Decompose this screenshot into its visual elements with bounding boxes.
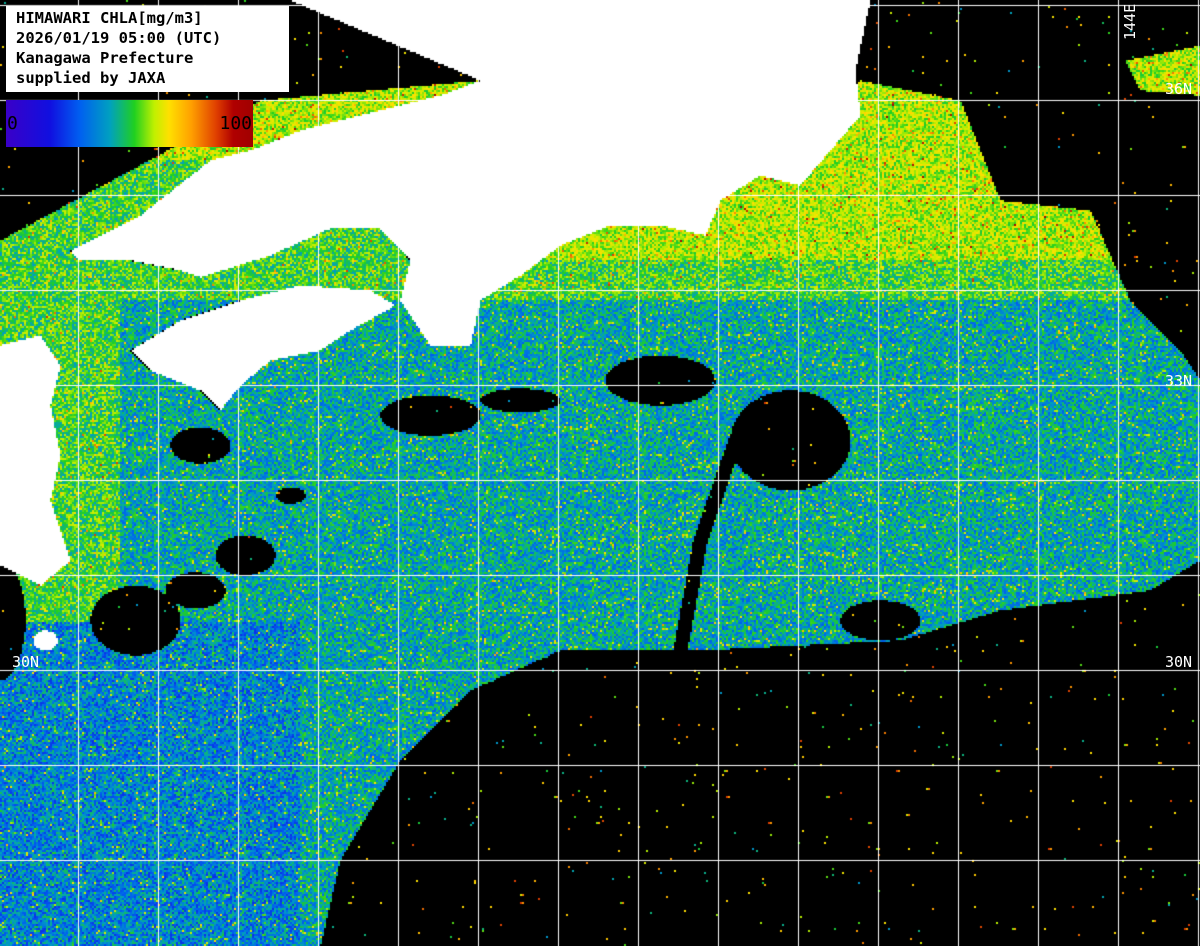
- colorbar: 0 100: [6, 100, 253, 147]
- title-line: HIMAWARI CHLA[mg/m3]: [16, 9, 203, 27]
- producer-line: Kanagawa Prefecture: [16, 49, 194, 67]
- lat-label-30n-left: 30N: [12, 653, 40, 671]
- datetime-line: 2026/01/19 05:00 (UTC): [16, 29, 222, 47]
- lat-label-36n: 36N: [1165, 80, 1193, 98]
- colorbar-max-label: 100: [219, 113, 252, 134]
- lon-label-144e: 144E: [1121, 3, 1139, 40]
- colorbar-min-label: 0: [7, 113, 18, 134]
- supplier-line: supplied by JAXA: [16, 69, 166, 87]
- lon-label-136e: 136E: [461, 3, 479, 40]
- title-box: HIMAWARI CHLA[mg/m3] 2026/01/19 05:00 (U…: [6, 6, 289, 92]
- lat-label-33n: 33N: [1165, 372, 1193, 390]
- lat-label-30n-right: 30N: [1165, 653, 1193, 671]
